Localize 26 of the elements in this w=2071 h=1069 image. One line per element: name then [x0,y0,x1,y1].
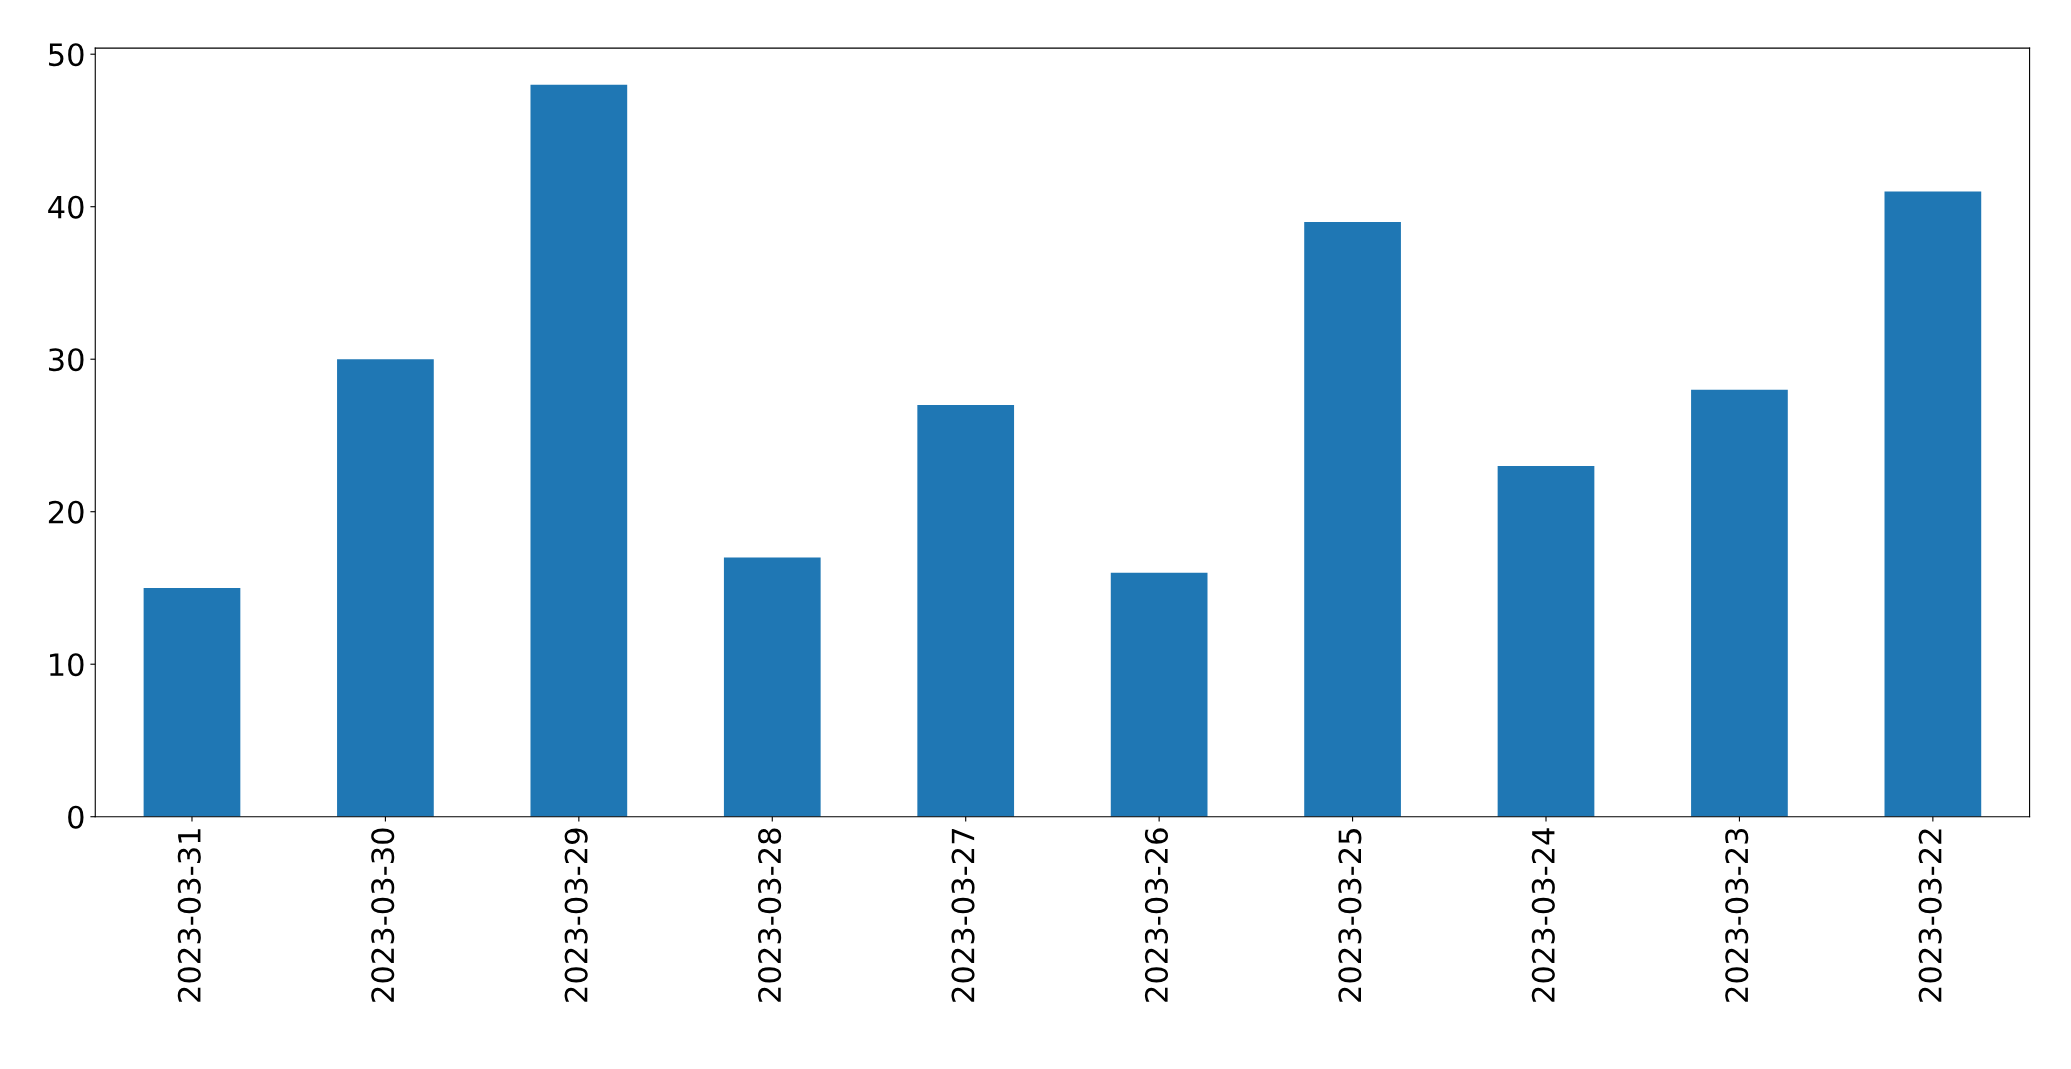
y-tick-label: 50 [49,43,84,67]
bar [1110,572,1208,817]
x-tick-label: 2023-03-22 [1918,829,1942,1002]
y-tick-label: 10 [50,653,84,677]
bar [1691,389,1788,817]
x-tick-label: 2023-03-29 [564,828,588,1002]
bar [1884,191,1982,817]
bar [723,557,821,817]
y-tick-label: 0 [68,805,84,829]
bar [1304,221,1401,817]
x-tick-label: 2023-03-23 [1725,828,1749,1002]
y-tick-label: 20 [48,500,84,524]
y-tick-label: 30 [48,348,84,372]
bar [917,404,1015,817]
y-tick-label: 40 [48,195,84,219]
bar [530,84,628,817]
x-tick-label: 2023-03-28 [758,828,782,1002]
x-tick-label: 2023-03-25 [1338,829,1362,1002]
x-tick-label: 2023-03-27 [951,829,975,1002]
bar [337,359,434,817]
bar [1497,465,1595,817]
x-tick-label: 2023-03-24 [1531,828,1555,1002]
bar [143,587,241,817]
x-tick-label: 2023-03-26 [1144,828,1168,1002]
x-tick-label: 2023-03-31 [177,829,201,1002]
x-tick-label: 2023-03-30 [371,828,395,1002]
